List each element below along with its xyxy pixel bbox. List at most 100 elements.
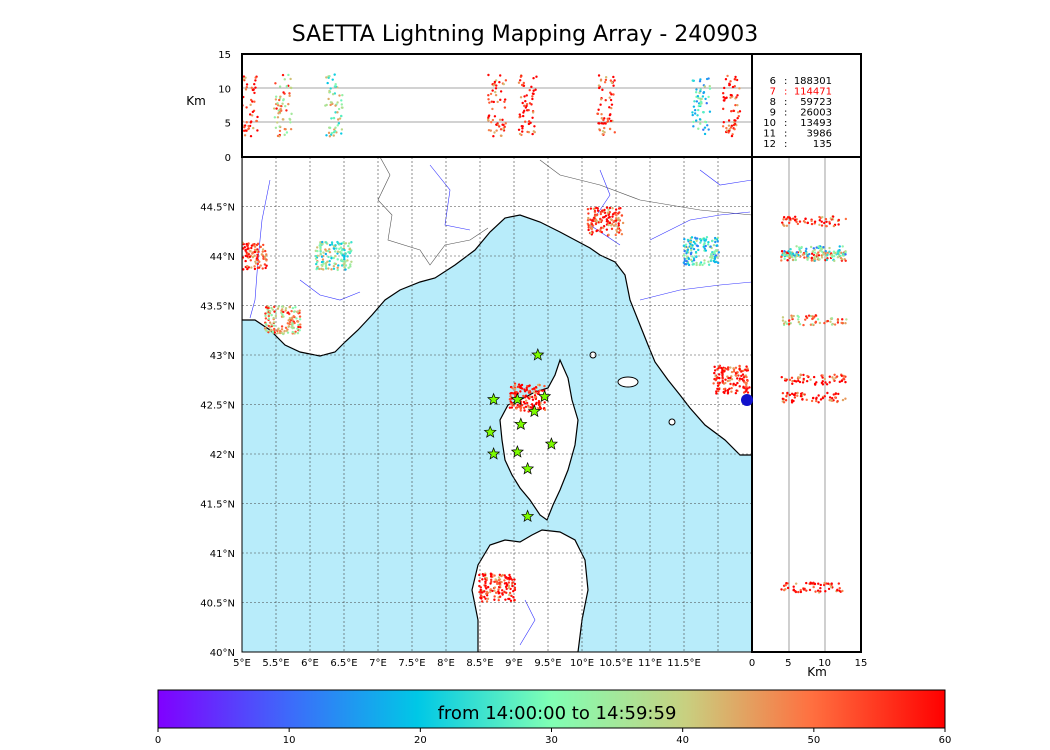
station-star <box>483 425 497 438</box>
lightning-cluster <box>712 364 751 395</box>
map-y-ticks: 40°N 40.5°N 41°N 41.5°N 42°N 42.5°N 43°N 43.5°N… <box>200 203 235 660</box>
station-count-legend: 6:1883017:1144718:597239:2600310:1349311… <box>763 76 832 150</box>
lightning-cluster <box>264 305 302 336</box>
legend-station: 10 <box>763 118 776 129</box>
legend-station: 7 <box>770 87 776 98</box>
top-lightning-clusters <box>242 73 742 138</box>
colorbar-tick: 60 <box>939 735 952 746</box>
top-y-tick: 10 <box>218 84 231 95</box>
map-x-tick: 9.5°E <box>534 658 561 669</box>
colorbar-label: from 14:00:00 to 14:59:59 <box>438 703 677 724</box>
map-x-tick: 7°E <box>369 658 387 669</box>
station-markers <box>483 348 559 522</box>
legend-separator: : <box>784 87 787 98</box>
top-ylabel: Km <box>186 94 206 108</box>
altitude-column <box>272 73 293 138</box>
altitude-column <box>596 74 616 136</box>
altitude-row <box>781 215 848 228</box>
map-y-tick: 40.5°N <box>200 599 235 610</box>
lightning-cluster <box>242 241 268 271</box>
station-star <box>520 509 535 522</box>
station-star <box>486 447 501 460</box>
legend-separator: : <box>784 97 787 108</box>
legend-station: 11 <box>763 129 776 140</box>
map-y-tick: 44°N <box>210 252 235 263</box>
top-y-ticks: 0 5 10 15 <box>218 50 231 164</box>
right-x-tick: 5 <box>785 658 791 669</box>
station-star <box>510 392 524 406</box>
legend-separator: : <box>784 118 787 129</box>
legend-separator: : <box>784 139 787 150</box>
mainland-land <box>242 157 752 456</box>
altitude-row <box>781 391 847 404</box>
map-x-tick: 5°E <box>233 658 251 669</box>
lightning-cluster <box>586 206 625 237</box>
chart-title: SAETTA Lightning Mapping Array - 240903 <box>291 22 759 47</box>
right-lightning-clusters <box>780 215 848 594</box>
colorbar-ticks: 0 10 20 30 40 50 60 <box>155 728 952 746</box>
legend-count: 26003 <box>800 108 832 119</box>
altitude-longitude-panel <box>242 54 752 157</box>
map-y-tick: 42.5°N <box>200 401 235 412</box>
legend-count: 188301 <box>794 76 832 87</box>
map-x-tick: 6°E <box>301 658 319 669</box>
corsica-land <box>499 358 579 521</box>
altitude-column <box>324 73 344 138</box>
right-xlabel: Km <box>807 665 827 679</box>
map-x-tick: 6.5°E <box>330 658 357 669</box>
station-star <box>537 389 552 403</box>
legend-separator: : <box>784 76 787 87</box>
map-gridlines <box>242 157 752 652</box>
colorbar-tick: 50 <box>807 735 820 746</box>
altitude-column <box>486 73 508 138</box>
lightning-cluster <box>478 572 517 603</box>
altitude-row <box>781 314 848 327</box>
legend-count: 13493 <box>800 118 832 129</box>
map-panel <box>242 157 752 652</box>
source-marker <box>741 394 753 406</box>
map-x-tick: 10°E <box>570 658 594 669</box>
station-star <box>514 417 528 430</box>
sardinia-land <box>471 529 589 652</box>
legend-count: 3986 <box>807 129 832 140</box>
lightning-cluster <box>682 236 721 267</box>
right-x-tick: 0 <box>749 658 755 669</box>
map-lightning-clusters <box>242 206 751 603</box>
map-x-tick: 11.5°E <box>667 658 701 669</box>
map-x-tick: 9°E <box>505 658 523 669</box>
station-star <box>531 348 545 361</box>
map-y-tick: 42°N <box>210 450 235 461</box>
colorbar-tick: 40 <box>676 735 689 746</box>
legend-separator: : <box>784 108 787 119</box>
right-x-tick: 15 <box>855 658 868 669</box>
colorbar-tick: 20 <box>414 735 427 746</box>
colorbar-tick: 30 <box>545 735 558 746</box>
map-x-tick: 5.5°E <box>262 658 289 669</box>
colorbar-tick: 10 <box>283 735 296 746</box>
legend-station: 12 <box>763 139 776 150</box>
map-x-tick: 10.5°E <box>599 658 633 669</box>
altitude-row <box>780 581 844 594</box>
station-star <box>487 392 501 406</box>
map-y-tick: 44.5°N <box>200 203 235 214</box>
map-x-ticks: 5°E 5.5°E 6°E 6.5°E 7°E 7.5°E 8°E 8.5°E 9°E 9.5°E… <box>233 658 701 669</box>
map-x-tick: 8°E <box>437 658 455 669</box>
colorbar <box>157 689 946 729</box>
colorbar-tick: 0 <box>155 735 161 746</box>
station-star <box>527 404 542 418</box>
station-star <box>544 437 559 450</box>
map-y-tick: 43°N <box>210 351 235 362</box>
altitude-column <box>721 74 742 138</box>
station-star <box>510 445 525 458</box>
lightning-cluster <box>314 240 353 272</box>
altitude-column <box>517 74 538 137</box>
station-star <box>521 461 535 475</box>
legend-station: 8 <box>770 97 776 108</box>
legend-station: 6 <box>770 76 776 87</box>
top-y-tick: 0 <box>225 153 231 164</box>
map-x-tick: 7.5°E <box>398 658 425 669</box>
legend-station: 9 <box>770 108 776 119</box>
right-x-tick: 10 <box>818 658 831 669</box>
legend-count: 114471 <box>794 87 832 98</box>
